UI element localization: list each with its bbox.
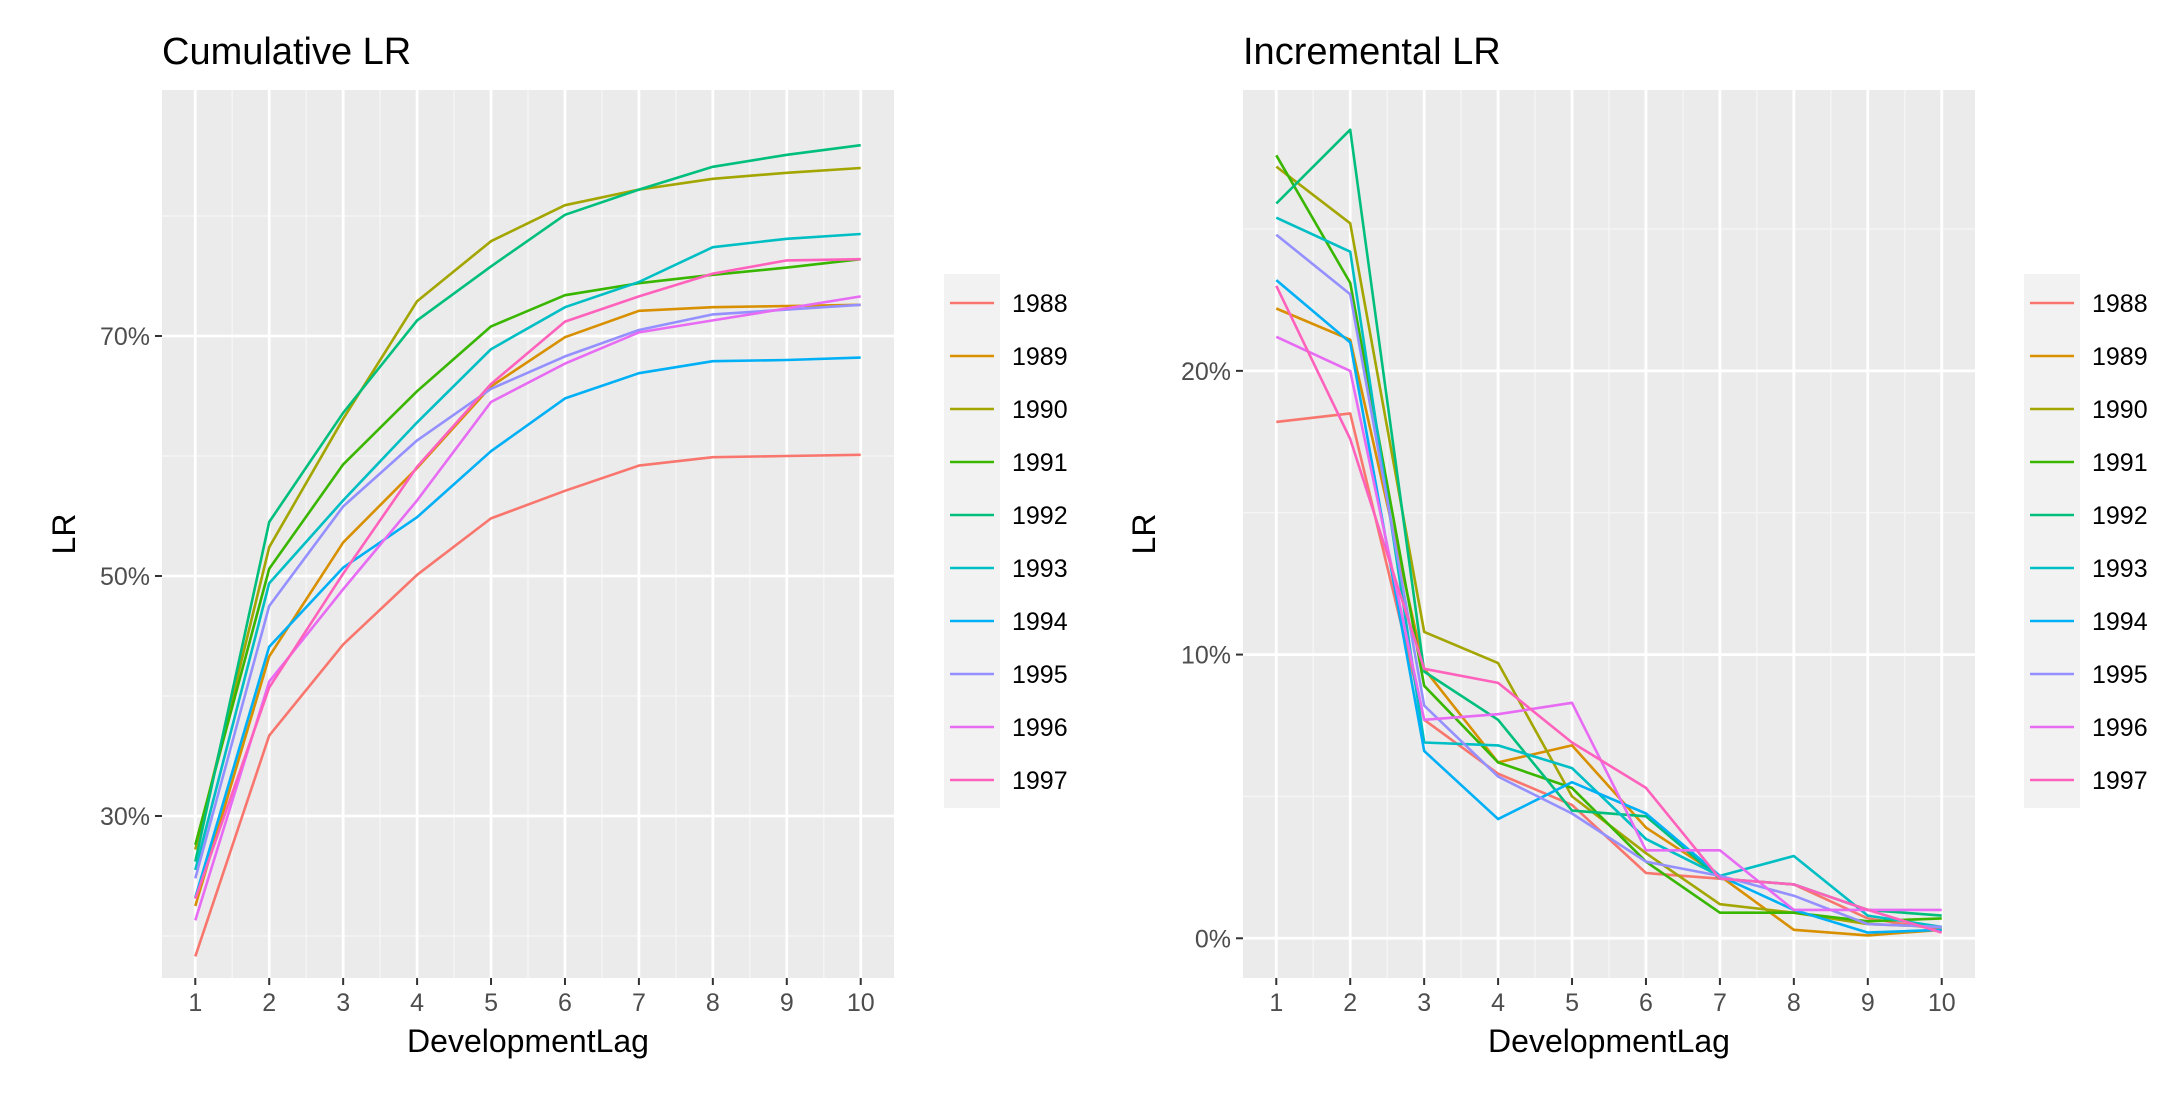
series-line-1992 (194, 143, 861, 862)
legend-label-1994: 1994 (1012, 608, 1068, 636)
legend-label-1992: 1992 (1012, 502, 1068, 530)
series-lines (1275, 128, 1943, 937)
x-tick-label: 3 (336, 989, 350, 1017)
y-axis-title: LR (46, 514, 82, 555)
series-line-1991 (194, 257, 861, 846)
legend-label-1996: 1996 (1012, 714, 1068, 742)
legend-label-1990: 1990 (1012, 396, 1068, 424)
series-lines (194, 143, 861, 957)
x-tick-label: 6 (558, 989, 572, 1017)
chart-title: Cumulative LR (162, 31, 411, 73)
x-tick-label: 1 (188, 989, 202, 1017)
x-axis-title: DevelopmentLag (1488, 1023, 1730, 1059)
y-tick-label: 10% (1181, 642, 1231, 670)
legend-label-1990: 1990 (2092, 396, 2148, 424)
y-axis: 30% 50% 70% (100, 323, 162, 831)
x-axis-title: DevelopmentLag (407, 1023, 649, 1059)
chart-title: Incremental LR (1243, 31, 1501, 73)
cumulative-lr-chart: Cumulative LR 1 2 3 4 5 6 7 8 9 10 30% 50% 70% Deve… (46, 31, 1068, 1059)
x-tick-label: 5 (1565, 989, 1579, 1017)
x-tick-label: 10 (847, 989, 875, 1017)
x-tick-label: 6 (1639, 989, 1653, 1017)
series-line-1997 (194, 257, 861, 900)
x-tick-label: 7 (1713, 989, 1727, 1017)
legend-label-1995: 1995 (1012, 661, 1068, 689)
y-tick-label: 20% (1181, 358, 1231, 386)
x-tick-label: 9 (1861, 989, 1875, 1017)
series-line-1996 (1275, 335, 1942, 912)
y-axis-title: LR (1126, 514, 1162, 555)
legend-label-1991: 1991 (2092, 449, 2148, 477)
series-line-1988 (194, 453, 861, 957)
x-tick-label: 8 (706, 989, 720, 1017)
x-tick-label: 4 (1491, 989, 1505, 1017)
series-line-1994 (194, 356, 861, 898)
legend-label-1997: 1997 (2092, 767, 2148, 795)
series-line-1997 (1275, 285, 1943, 934)
legend: 1988 1989 1990 1991 1992 1993 1994 1995 1996 1997 (944, 277, 1068, 806)
legend-label-1993: 1993 (1012, 555, 1068, 583)
x-tick-label: 10 (1928, 989, 1956, 1017)
series-line-1995 (194, 303, 861, 879)
series-line-1990 (194, 166, 861, 850)
legend-label-1992: 1992 (2092, 502, 2148, 530)
grid-lines (1243, 90, 1975, 978)
series-line-1991 (1275, 154, 1942, 923)
y-axis: 0% 10% 20% (1181, 358, 1243, 953)
y-tick-label: 70% (100, 323, 150, 351)
x-axis: 1 2 3 4 5 6 7 8 9 10 (188, 978, 875, 1017)
legend-label-1997: 1997 (1012, 767, 1068, 795)
legend: 1988 1989 1990 1991 1992 1993 1994 1995 1996 1997 (2024, 277, 2148, 806)
incremental-lr-chart: Incremental LR 1 2 3 4 5 6 7 8 9 10 0% 10% 20% Deve… (1126, 31, 2148, 1059)
x-tick-label: 9 (780, 989, 794, 1017)
y-tick-label: 50% (100, 563, 150, 591)
legend-label-1993: 1993 (2092, 555, 2148, 583)
legend-label-1988: 1988 (2092, 290, 2148, 318)
legend-label-1991: 1991 (1012, 449, 1068, 477)
x-tick-label: 5 (484, 989, 498, 1017)
x-tick-label: 4 (410, 989, 424, 1017)
legend-label-1989: 1989 (2092, 343, 2148, 371)
legend-label-1996: 1996 (2092, 714, 2148, 742)
y-tick-label: 0% (1195, 925, 1231, 953)
series-line-1993 (194, 232, 861, 871)
series-line-1989 (194, 303, 861, 907)
x-tick-label: 2 (1343, 989, 1357, 1017)
x-tick-label: 2 (262, 989, 276, 1017)
y-tick-label: 30% (100, 803, 150, 831)
legend-label-1989: 1989 (1012, 343, 1068, 371)
x-axis: 1 2 3 4 5 6 7 8 9 10 (1269, 978, 1956, 1017)
x-tick-label: 8 (1787, 989, 1801, 1017)
x-tick-label: 7 (632, 989, 646, 1017)
legend-label-1995: 1995 (2092, 661, 2148, 689)
legend-label-1988: 1988 (1012, 290, 1068, 318)
x-tick-label: 1 (1269, 989, 1283, 1017)
legend-label-1994: 1994 (2092, 608, 2148, 636)
x-tick-label: 3 (1417, 989, 1431, 1017)
series-line-1996 (194, 295, 861, 921)
